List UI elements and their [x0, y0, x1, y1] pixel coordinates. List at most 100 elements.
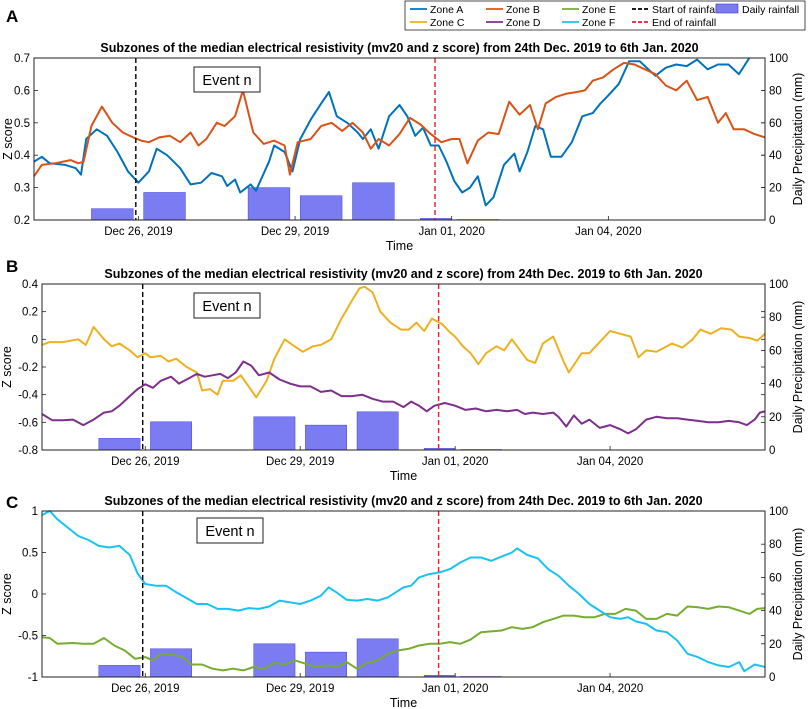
event-annotation-label: Event n: [202, 73, 251, 89]
y2-tick-label: 0: [769, 672, 775, 684]
legend-label: Zone F: [582, 17, 615, 29]
x-axis-label: Time: [390, 469, 417, 483]
y2-tick-label: 100: [769, 53, 788, 65]
panel-c: C -1 -0.5 0 0.5 1 0 20 40 60 80 100 Dec 26, 2019 Dec…: [0, 493, 805, 709]
x-tick-label: Jan 04, 2020: [577, 683, 644, 695]
legend-label: Daily rainfall: [742, 4, 799, 16]
event-annotation-label: Event n: [205, 524, 254, 540]
x-tick-label: Jan 01, 2020: [422, 456, 489, 468]
y2-tick-label: 100: [769, 279, 788, 291]
y-tick-label: 1: [32, 506, 38, 518]
y2-tick-label: 40: [769, 379, 782, 391]
rainfall-bar: [305, 424, 347, 451]
x-tick-label: Dec 29, 2019: [266, 456, 334, 468]
event-annotation-box: [193, 66, 261, 93]
x-tick-label: Jan 04, 2020: [575, 226, 642, 238]
y2-tick-label: 60: [769, 118, 782, 130]
y-tick-label: 0.2: [22, 307, 38, 319]
y2-axis-label: Daily Precipitation (mm): [791, 528, 805, 661]
y-tick-label: -0.5: [18, 631, 38, 643]
chart-title: Subzones of the median electrical resist…: [104, 494, 702, 508]
y2-tick-label: 80: [769, 312, 782, 324]
legend-swatch-daily-rainfall: [715, 3, 739, 14]
y-tick-label: 0.4: [22, 279, 39, 291]
x-tick-label: Dec 29, 2019: [261, 226, 329, 238]
event-annotation-box: [196, 517, 264, 544]
x-tick-label: Jan 01, 2020: [422, 683, 489, 695]
rainfall-bar: [356, 638, 399, 678]
y2-tick-label: 80: [769, 539, 782, 551]
event-annotation-box: [193, 292, 261, 319]
y-tick-label: 0.6: [14, 85, 30, 97]
x-tick-label: Dec 26, 2019: [104, 226, 172, 238]
y2-tick-label: 0: [769, 215, 775, 227]
rainfall-bar: [143, 192, 186, 221]
y2-tick-label: 20: [769, 639, 782, 651]
y-tick-label: 0: [32, 334, 38, 346]
series-line-zone-f: [41, 510, 766, 673]
chart-title: Subzones of the median electrical resist…: [100, 41, 698, 55]
rainfall-bar: [352, 182, 395, 221]
series-line-zone-a: [33, 57, 751, 207]
x-axis-label: Time: [386, 239, 413, 253]
x-tick-label: Jan 04, 2020: [577, 456, 644, 468]
y2-tick-label: 20: [769, 412, 782, 424]
event-annotation-label: Event n: [202, 299, 251, 315]
rainfall-bar: [150, 421, 193, 451]
rainfall-bar: [253, 416, 296, 451]
panel-b: B -0.8 -0.6 -0.4 -0.2 0 0.2 0.4 0 20 40 60 80 100 Dec…: [0, 257, 805, 483]
rainfall-bar: [247, 187, 291, 221]
y-axis-label: Z score: [0, 346, 14, 388]
series-line-zone-c: [41, 285, 766, 399]
y-tick-label: -0.2: [18, 362, 38, 374]
x-tick-label: Dec 29, 2019: [266, 683, 334, 695]
legend-box: [404, 0, 806, 31]
rainfall-bar: [98, 438, 141, 451]
y-tick-label: 0.5: [14, 118, 30, 130]
y-axis-label: Z score: [0, 573, 14, 615]
legend-label: Zone E: [582, 4, 616, 16]
y-tick-label: -0.4: [18, 390, 38, 402]
axes-frame: [33, 57, 766, 221]
panel-a: A 0.2 0.3 0.4 0.5 0.6 0.7 0 20 40 60 80 100 Dec 26, …: [1, 7, 805, 253]
y2-tick-label: 0: [769, 445, 775, 457]
rainfall-bar: [253, 643, 296, 678]
x-axis-label: Time: [390, 696, 417, 709]
y-tick-label: 0.5: [22, 548, 38, 560]
y-axis-label: Z score: [1, 118, 15, 160]
x-tick-label: Jan 01, 2020: [418, 226, 485, 238]
y2-tick-label: 20: [769, 183, 782, 195]
series-line-zone-e: [41, 605, 766, 672]
y2-tick-label: 100: [769, 506, 788, 518]
rainfall-bar: [98, 665, 141, 678]
rainfall-bar: [150, 648, 193, 678]
legend-label: Zone A: [430, 4, 463, 16]
series-line-zone-d: [41, 360, 766, 435]
y2-axis-label: Daily Precipitation (mm): [791, 73, 805, 206]
y-tick-label: 0.2: [14, 215, 30, 227]
y2-tick-label: 80: [769, 85, 782, 97]
panel-c-letter: C: [6, 493, 18, 512]
legend-label: End of rainfall: [652, 17, 716, 29]
y2-tick-label: 60: [769, 345, 782, 357]
y2-axis-label: Daily Precipitation (mm): [791, 301, 805, 434]
legend-label: Start of rainfall: [652, 4, 720, 16]
panel-a-letter: A: [6, 7, 18, 26]
y2-tick-label: 40: [769, 606, 782, 618]
panel-b-letter: B: [6, 257, 18, 276]
chart-title: Subzones of the median electrical resist…: [104, 267, 702, 281]
y-tick-label: -0.8: [18, 445, 38, 457]
rainfall-bar: [356, 411, 399, 451]
y-tick-label: 0: [32, 589, 38, 601]
y-tick-label: -0.6: [18, 417, 38, 429]
rainfall-bar: [91, 208, 134, 221]
rainfall-bar: [300, 195, 343, 221]
series-line-zone-b: [33, 61, 766, 177]
y-tick-label: 0.4: [14, 150, 31, 162]
y2-tick-label: 60: [769, 572, 782, 584]
x-tick-label: Dec 26, 2019: [111, 683, 179, 695]
legend-label: Zone C: [430, 17, 465, 29]
legend-label: Zone B: [506, 4, 540, 16]
